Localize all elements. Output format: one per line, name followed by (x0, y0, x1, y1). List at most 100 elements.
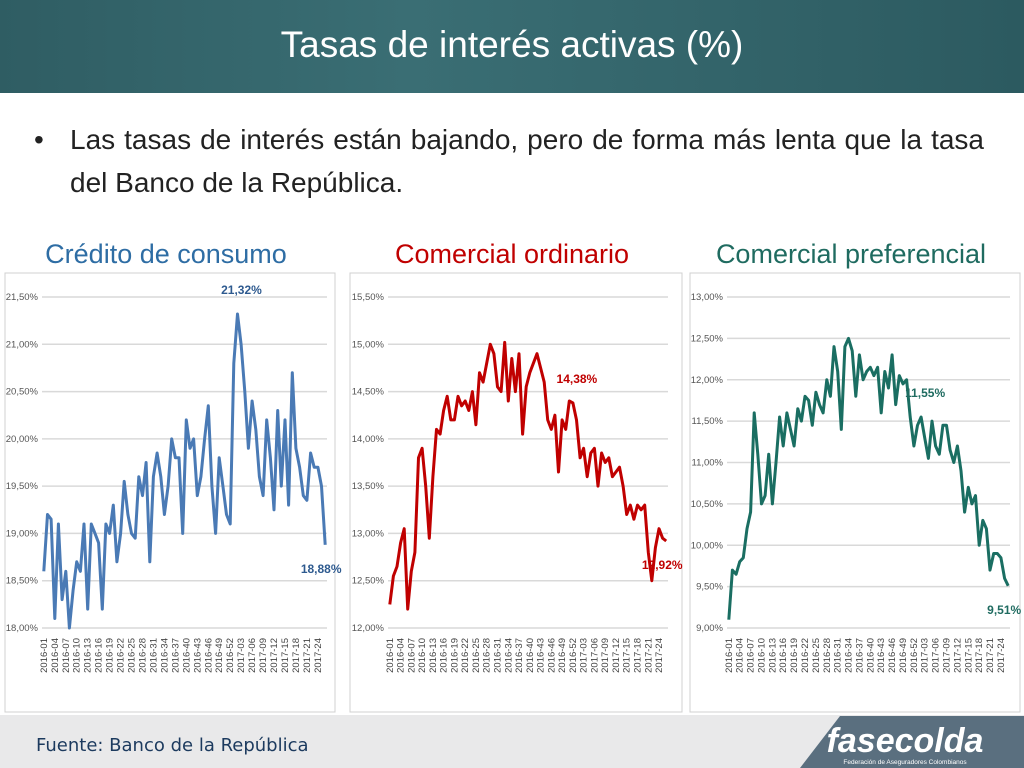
header-bar: Tasas de interés activas (%) (0, 0, 1024, 93)
data-label: 21,32% (221, 283, 262, 297)
y-tick-label: 15,00% (352, 339, 385, 350)
chart: Comercial ordinario 12,00% 12,50% 13,00% 13,… (349, 239, 683, 713)
data-label: 11,55% (905, 386, 945, 400)
y-tick-label: 9,50% (696, 582, 723, 593)
y-tick-label: 14,50% (352, 387, 385, 398)
x-tick-label: 2016-07 (746, 638, 757, 673)
x-tick-label: 2016-04 (396, 638, 407, 673)
x-tick-label: 2016-16 (778, 638, 789, 673)
y-tick-label: 18,50% (6, 576, 39, 587)
x-tick-label: 2016-37 (170, 638, 181, 673)
x-tick-label: 2016-43 (536, 638, 547, 673)
x-tick-label: 2017-09 (600, 638, 611, 673)
x-tick-label: 2017-03 (579, 638, 590, 673)
x-tick-label: 2016-10 (72, 638, 83, 673)
x-tick-label: 2016-07 (61, 638, 72, 673)
data-label: 9,51% (987, 603, 1021, 617)
logo-name: fasecolda (827, 722, 984, 760)
x-tick-label: 2016-19 (449, 638, 460, 673)
y-tick-label: 21,00% (6, 339, 39, 350)
line (727, 336, 1010, 620)
x-tick-label: 2017-03 (920, 638, 931, 673)
y-tick-label: 12,50% (352, 576, 385, 587)
y-tick-label: 13,00% (691, 292, 724, 303)
logo-shape (800, 716, 1024, 768)
x-tick-label: 2016-16 (439, 638, 450, 673)
x-tick-label: 2016-04 (50, 638, 61, 673)
x-tick-label: 2016-40 (525, 638, 536, 673)
x-tick-label: 2017-18 (974, 638, 985, 673)
x-tick-label: 2017-21 (643, 638, 654, 673)
x-tick-label: 2017-12 (952, 638, 963, 673)
data-label: 12,92% (642, 558, 683, 572)
x-tick-label: 2016-49 (557, 638, 568, 673)
data-label: 14,38% (557, 372, 598, 386)
y-tick-label: 21,50% (6, 292, 39, 303)
x-tick-label: 2017-15 (622, 638, 633, 673)
x-tick-label: 2017-24 (654, 638, 665, 673)
x-tick-label: 2017-06 (247, 638, 258, 673)
x-tick-label: 2016-46 (203, 638, 214, 673)
chart-title: Comercial preferencial (716, 239, 986, 269)
x-tick-label: 2016-28 (482, 638, 493, 673)
x-tick-label: 2016-19 (105, 638, 116, 673)
x-tick-label: 2016-22 (460, 638, 471, 673)
y-tick-label: 10,00% (691, 540, 724, 551)
x-tick-label: 2017-21 (985, 638, 996, 673)
x-tick-label: 2016-46 (546, 638, 557, 673)
x-tick-label: 2016-34 (503, 638, 514, 673)
bullet: • Las tasas de interés están bajando, pe… (34, 118, 984, 204)
x-tick-label: 2016-22 (800, 638, 811, 673)
x-tick-label: 2017-21 (302, 638, 313, 673)
x-tick-label: 2016-52 (568, 638, 579, 673)
x-tick-label: 2016-52 (909, 638, 920, 673)
y-tick-label: 20,50% (6, 387, 39, 398)
x-tick-label: 2016-49 (898, 638, 909, 673)
x-tick-label: 2016-19 (789, 638, 800, 673)
y-tick-label: 13,00% (352, 528, 385, 539)
x-tick-label: 2016-37 (854, 638, 865, 673)
chart-panel (4, 272, 336, 713)
data-label: 18,88% (301, 562, 342, 576)
x-tick-label: 2016-10 (417, 638, 428, 673)
x-tick-label: 2016-13 (83, 638, 94, 673)
x-tick-label: 2016-13 (767, 638, 778, 673)
y-tick-label: 19,00% (6, 528, 39, 539)
x-tick-label: 2017-06 (589, 638, 600, 673)
x-tick-label: 2016-46 (887, 638, 898, 673)
x-tick-label: 2016-25 (127, 638, 138, 673)
x-tick-label: 2016-10 (756, 638, 767, 673)
x-tick-label: 2016-37 (514, 638, 525, 673)
x-tick-label: 2016-01 (385, 638, 396, 673)
y-tick-label: 20,00% (6, 434, 39, 445)
x-tick-label: 2017-15 (280, 638, 291, 673)
x-tick-label: 2016-13 (428, 638, 439, 673)
x-tick-label: 2017-18 (291, 638, 302, 673)
x-tick-label: 2017-15 (963, 638, 974, 673)
x-tick-label: 2016-43 (876, 638, 887, 673)
line (42, 312, 327, 630)
chart: Comercial preferencial 9,00% 9,50% 10,00% 10… (689, 239, 1022, 713)
x-tick-label: 2017-06 (931, 638, 942, 673)
y-tick-label: 11,50% (691, 416, 723, 427)
x-tick-label: 2016-31 (833, 638, 844, 673)
x-tick-label: 2016-01 (39, 638, 50, 673)
x-tick-label: 2017-12 (269, 638, 280, 673)
x-tick-label: 2016-28 (137, 638, 148, 673)
chart-panel (349, 272, 683, 713)
x-tick-label: 2016-22 (116, 638, 127, 673)
x-tick-label: 2017-24 (313, 638, 324, 673)
slide-title: Tasas de interés activas (%) (280, 24, 744, 65)
y-tick-label: 14,00% (352, 434, 385, 445)
y-tick-label: 12,50% (691, 333, 724, 344)
x-tick-label: 2016-49 (214, 638, 225, 673)
line (388, 340, 668, 611)
x-tick-label: 2016-25 (471, 638, 482, 673)
y-tick-label: 9,00% (696, 623, 723, 634)
x-tick-label: 2016-01 (724, 638, 735, 673)
x-tick-label: 2016-40 (181, 638, 192, 673)
y-tick-label: 11,00% (691, 458, 723, 469)
x-tick-label: 2016-16 (94, 638, 105, 673)
x-tick-label: 2017-18 (632, 638, 643, 673)
